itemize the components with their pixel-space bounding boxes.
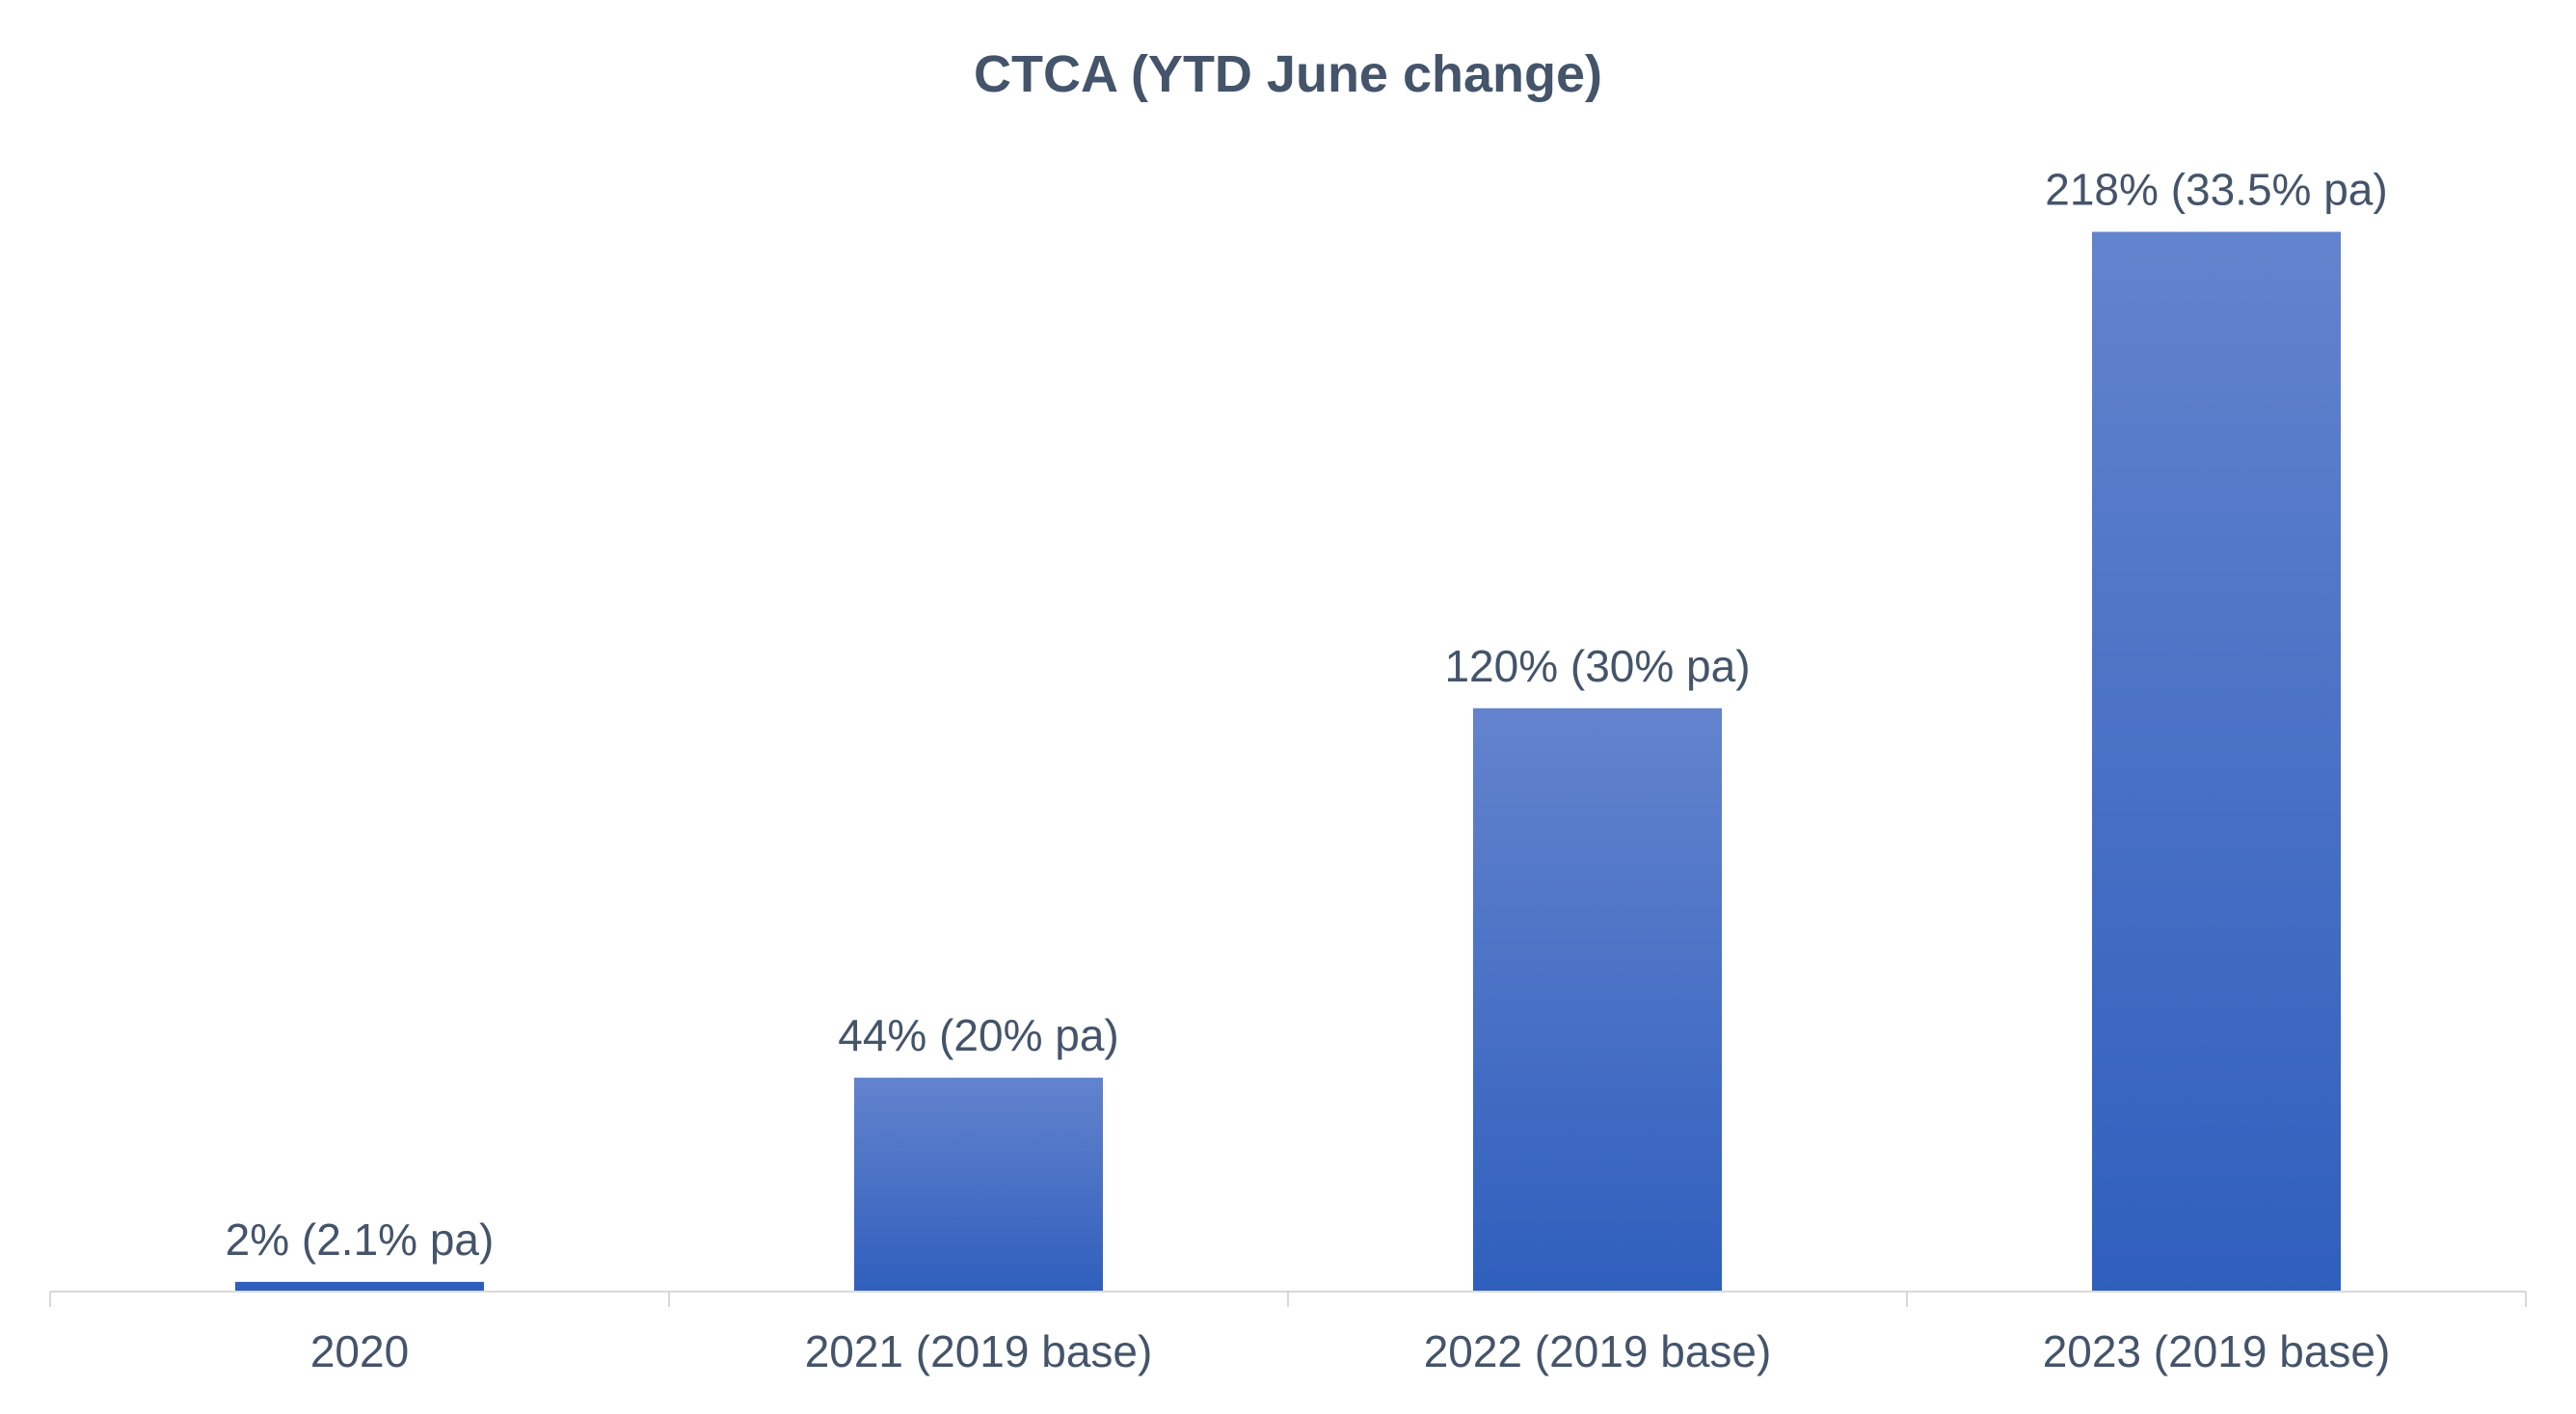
x-tick-label: 2023 (2019 base) bbox=[2043, 1326, 2391, 1376]
chart-title: CTCA (YTD June change) bbox=[974, 45, 1602, 103]
bar bbox=[2092, 231, 2341, 1293]
x-tick-labels-group: 2020 2021 (2019 base) 2022 (2019 base) 2023… bbox=[310, 1326, 2390, 1376]
bar-data-label: 2% (2.1% pa) bbox=[226, 1214, 495, 1265]
x-tick-label: 2021 (2019 base) bbox=[805, 1326, 1153, 1376]
data-labels-group: 2% (2.1% pa) 44% (20% pa) 120% (30% pa) 218… bbox=[226, 165, 2388, 1265]
bar-data-label: 218% (33.5% pa) bbox=[2045, 165, 2387, 215]
bar-data-label: 44% (20% pa) bbox=[838, 1010, 1119, 1060]
bar bbox=[235, 1281, 484, 1292]
x-axis bbox=[49, 1291, 2527, 1307]
x-tick-label: 2022 (2019 base) bbox=[1424, 1326, 1772, 1376]
bars-group bbox=[235, 231, 2341, 1293]
bar bbox=[854, 1078, 1103, 1292]
bar bbox=[1473, 707, 1722, 1292]
bar-data-label: 120% (30% pa) bbox=[1444, 641, 1750, 691]
x-tick-label: 2020 bbox=[310, 1326, 409, 1376]
